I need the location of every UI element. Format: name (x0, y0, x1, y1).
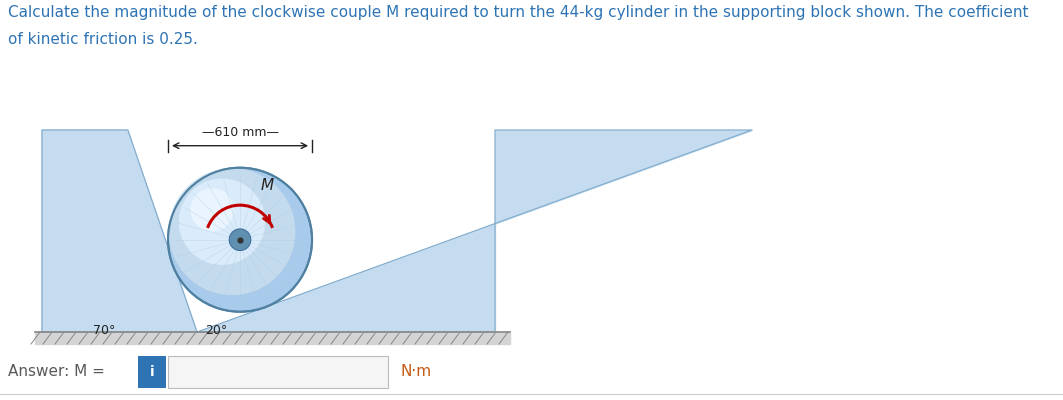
FancyBboxPatch shape (138, 356, 166, 388)
Text: Answer: M =: Answer: M = (9, 364, 109, 380)
FancyBboxPatch shape (168, 356, 388, 388)
Text: of kinetic friction is 0.25.: of kinetic friction is 0.25. (9, 32, 198, 47)
Text: N·m: N·m (400, 364, 432, 380)
Circle shape (230, 229, 251, 250)
Polygon shape (197, 130, 752, 332)
Text: i: i (150, 365, 154, 379)
Circle shape (169, 168, 296, 295)
Circle shape (168, 168, 313, 312)
Text: 20°: 20° (205, 324, 227, 337)
Text: 70°: 70° (92, 324, 115, 337)
Circle shape (179, 178, 266, 265)
Text: M: M (260, 178, 274, 193)
Polygon shape (35, 332, 510, 344)
Circle shape (190, 188, 234, 231)
Text: —610 mm—: —610 mm— (202, 126, 279, 139)
Polygon shape (43, 130, 197, 332)
Text: Calculate the magnitude of the clockwise couple M required to turn the 44-kg cyl: Calculate the magnitude of the clockwise… (9, 5, 1029, 20)
